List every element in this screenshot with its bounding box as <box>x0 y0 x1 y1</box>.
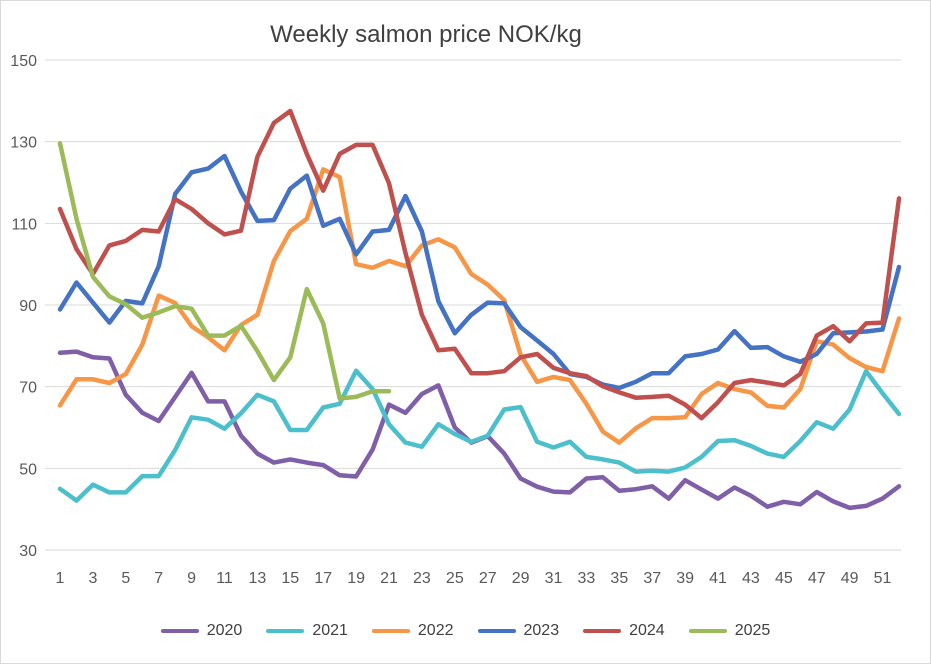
x-tick-label: 3 <box>88 570 97 587</box>
y-tick-label: 150 <box>10 53 37 70</box>
legend-swatch <box>160 629 199 633</box>
legend-item-2025: 2025 <box>688 622 771 640</box>
x-tick-label: 33 <box>578 570 596 587</box>
legend-label: 2023 <box>523 622 560 639</box>
x-tick-label: 5 <box>121 570 130 587</box>
x-tick-label: 17 <box>314 570 332 587</box>
x-tick-label: 1 <box>56 570 65 587</box>
chart-legend: 2020 2021 2022 2023 2024 2025 <box>1 622 930 640</box>
x-tick-label: 31 <box>545 570 563 587</box>
legend-item-2021: 2021 <box>266 622 348 640</box>
series-line-2024 <box>57 108 902 421</box>
x-tick-label: 51 <box>874 570 892 587</box>
chart-title: Weekly salmon price NOK/kg <box>270 21 582 48</box>
x-tick-label: 25 <box>446 570 464 587</box>
legend-label: 2024 <box>629 622 665 639</box>
series-line-2023 <box>57 153 902 391</box>
x-tick-label: 13 <box>249 570 267 587</box>
y-tick-label: 110 <box>11 216 37 233</box>
legend-label: 2021 <box>312 622 348 639</box>
x-tick-label: 49 <box>841 570 859 587</box>
x-tick-label: 27 <box>479 570 497 587</box>
x-tick-label: 47 <box>808 570 826 587</box>
x-tick-label: 11 <box>216 570 233 587</box>
x-tick-label: 39 <box>676 570 694 587</box>
legend-label: 2020 <box>206 622 243 639</box>
legend-item-2024: 2024 <box>583 622 665 640</box>
legend-swatch <box>266 629 305 633</box>
series-line-2025 <box>57 141 392 401</box>
x-tick-label: 35 <box>610 570 628 587</box>
x-tick-label: 15 <box>281 570 299 587</box>
y-tick-label: 130 <box>10 135 37 152</box>
legend-swatch <box>583 629 622 633</box>
x-tick-label: 37 <box>643 570 661 587</box>
x-tick-label: 7 <box>154 570 163 587</box>
x-tick-label: 21 <box>380 570 398 587</box>
legend-swatch <box>688 629 727 633</box>
legend-item-2023: 2023 <box>477 622 560 640</box>
y-tick-label: 70 <box>19 380 37 397</box>
legend-label: 2025 <box>734 622 771 639</box>
y-tick-label: 90 <box>19 298 37 315</box>
x-tick-label: 29 <box>512 570 530 587</box>
x-tick-label: 9 <box>187 570 196 587</box>
x-tick-label: 23 <box>413 570 431 587</box>
series-line-2022 <box>57 167 902 445</box>
legend-item-2020: 2020 <box>160 622 243 640</box>
legend-swatch <box>371 629 410 633</box>
legend-swatch <box>477 629 516 633</box>
x-tick-label: 41 <box>709 570 727 587</box>
series-line-2021 <box>57 368 902 503</box>
y-tick-label: 50 <box>19 461 37 478</box>
legend-label: 2022 <box>417 622 454 639</box>
y-tick-label: 30 <box>19 543 37 560</box>
x-tick-label: 43 <box>742 570 760 587</box>
legend-item-2022: 2022 <box>371 622 454 640</box>
x-tick-label: 45 <box>775 570 793 587</box>
x-tick-label: 19 <box>347 570 365 587</box>
